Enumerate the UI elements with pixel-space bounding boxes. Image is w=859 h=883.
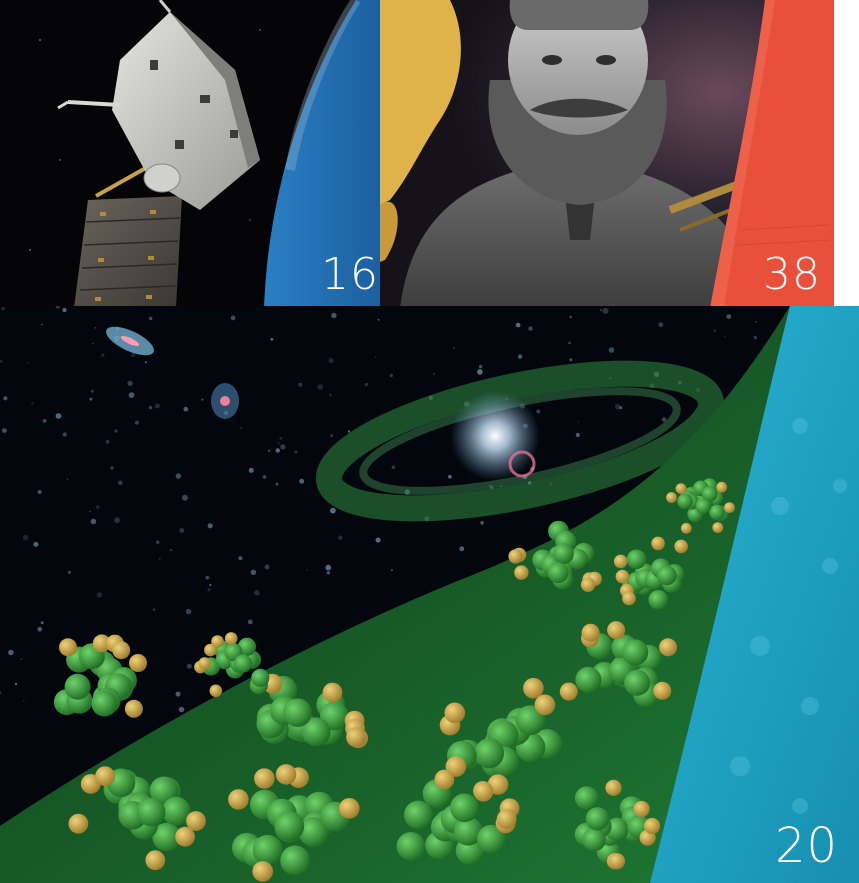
teaser-molecules[interactable]: 20 (0, 306, 859, 883)
page-number-label: 38 (763, 249, 821, 300)
teaser-portrait[interactable]: 38 (380, 0, 834, 308)
teaser-spacecraft[interactable]: 16 (0, 0, 382, 308)
page-number-label: 16 (321, 249, 379, 300)
portrait-image (380, 0, 834, 308)
molecules-image (0, 306, 859, 883)
page-number-label: 20 (775, 818, 839, 874)
spacecraft-image (0, 0, 382, 308)
